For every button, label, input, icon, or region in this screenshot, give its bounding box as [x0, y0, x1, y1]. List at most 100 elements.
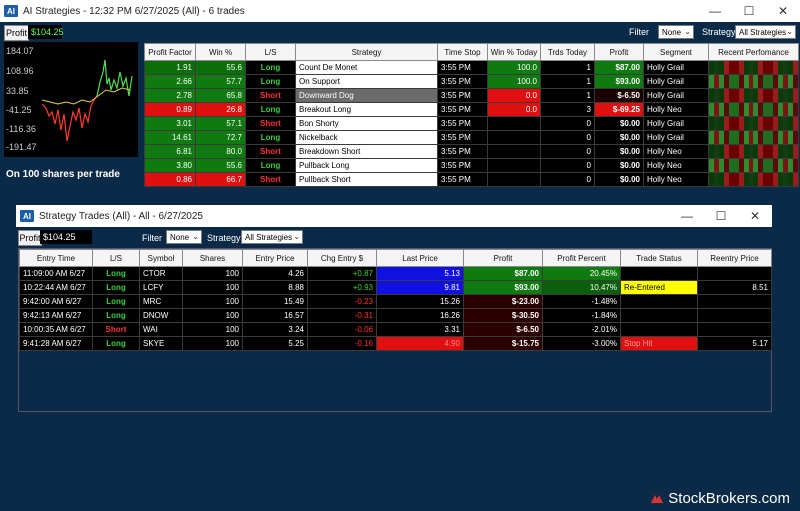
strategy-row[interactable]: 1.91 55.6 Long Count De Monet 3:55 PM 100.0 1 $… [144, 60, 799, 75]
strategy-row[interactable]: 3.80 55.6 Long Pullback Long 3:55 PM 0 $0.00 Ho… [144, 158, 799, 173]
col-reentry-price[interactable]: Reentry Price [697, 249, 772, 267]
strategy-name-cell[interactable]: Pullback Long [295, 158, 438, 173]
col-ls[interactable]: L/S [92, 249, 140, 267]
heatmap-cell [738, 89, 744, 102]
entry-price-cell: 5.25 [242, 336, 308, 351]
strategy-name-cell[interactable]: Bon Shorty [295, 116, 438, 131]
profit-percent-cell: 20.45% [542, 266, 621, 281]
col-trds-today[interactable]: Trds Today [540, 43, 595, 61]
ls-cell: Short [245, 88, 296, 103]
col-time-stop[interactable]: Time Stop [437, 43, 488, 61]
col-shares[interactable]: Shares [182, 249, 243, 267]
segment-cell: Holly Neo [643, 144, 709, 159]
profit-button[interactable]: Profit [4, 25, 29, 41]
trade-row[interactable]: 9:42:00 AM 6/27 Long MRC 100 15.49 -0.23 15.26… [19, 294, 772, 309]
trades-strategy-select[interactable]: All Strategies ⌄ [241, 230, 303, 244]
trds-today-cell: 0 [540, 144, 595, 159]
symbol-cell[interactable]: WAI [139, 322, 183, 337]
strategy-name-cell[interactable]: Downward Dog [295, 88, 438, 103]
trade-row[interactable]: 11:09:00 AM 6/27 Long CTOR 100 4.26 +0.87 5.13… [19, 266, 772, 281]
symbol-cell[interactable]: DNOW [139, 308, 183, 323]
strategy-row[interactable]: 2.66 57.7 Long On Support 3:55 PM 100.0 1 $93.0… [144, 74, 799, 89]
col-ls[interactable]: L/S [245, 43, 296, 61]
trades-profit-button[interactable]: Profit [18, 230, 42, 246]
chart-caption: On 100 shares per trade [6, 169, 120, 180]
symbol-cell[interactable]: SKYE [139, 336, 183, 351]
chevron-down-icon: ⌄ [293, 232, 300, 241]
col-strategy[interactable]: Strategy [295, 43, 438, 61]
trade-row[interactable]: 9:41:28 AM 6/27 Long SKYE 100 5.25 -0.16 4.90 $… [19, 336, 772, 351]
trades-profit-total: $104.25 [40, 230, 92, 244]
heatmap-cell [709, 103, 714, 116]
symbol-cell[interactable]: LCFY [139, 280, 183, 295]
col-segment[interactable]: Segment [643, 43, 709, 61]
strategy-row[interactable]: 0.86 66.7 Short Pullback Short 3:55 PM 0 $0.00… [144, 172, 799, 187]
profit-cell: $-6.50 [594, 88, 644, 103]
col-symbol[interactable]: Symbol [139, 249, 183, 267]
strategy-name-cell[interactable]: Count De Monet [295, 60, 438, 75]
strategy-name-cell[interactable]: Breakout Long [295, 102, 438, 117]
entry-price-cell: 15.49 [242, 294, 308, 309]
profit-factor-cell: 2.66 [144, 74, 196, 89]
col-profit-percent[interactable]: Profit Percent [542, 249, 621, 267]
symbol-cell[interactable]: MRC [139, 294, 183, 309]
heatmap-cell [728, 117, 734, 130]
trade-row[interactable]: 9:42:13 AM 6/27 Long DNOW 100 16.57 -0.31 16.2… [19, 308, 772, 323]
strategy-row[interactable]: 3.01 57.1 Short Bon Shorty 3:55 PM 0 $0.00 Holl… [144, 116, 799, 131]
strategy-name-cell[interactable]: Breakdown Short [295, 144, 438, 159]
heatmap-cell [778, 117, 784, 130]
ls-cell: Long [245, 158, 296, 173]
col-recent-perf[interactable]: Recent Perfomance [708, 43, 799, 61]
strategy-name-cell[interactable]: Nickelback [295, 130, 438, 145]
col-profit[interactable]: Profit [463, 249, 543, 267]
minimize-icon[interactable]: — [709, 4, 721, 18]
ai-strategies-titlebar[interactable]: AI AI Strategies - 12:32 PM 6/27/2025 (A… [0, 0, 800, 22]
profit-cell: $0.00 [594, 172, 644, 187]
col-trade-status[interactable]: Trade Status [620, 249, 698, 267]
heatmap-cell [733, 173, 739, 186]
close-icon[interactable]: ✕ [749, 209, 761, 223]
profit-cell: $0.00 [594, 144, 644, 159]
maximize-icon[interactable]: ☐ [743, 4, 755, 18]
strategy-select[interactable]: All Strategies ⌄ [735, 25, 796, 39]
close-icon[interactable]: ✕ [777, 4, 789, 18]
heatmap-cell [713, 117, 719, 130]
recent-performance-heatmap [708, 144, 799, 159]
win-pct-cell: 66.7 [195, 172, 246, 187]
minimize-icon[interactable]: — [681, 209, 693, 223]
col-profit-factor[interactable]: Profit Factor [144, 43, 196, 61]
heatmap-cell [718, 75, 724, 88]
strategy-name-cell[interactable]: On Support [295, 74, 438, 89]
col-win-pct[interactable]: Win % [195, 43, 246, 61]
strategy-trades-titlebar[interactable]: AI Strategy Trades (All) - All - 6/27/20… [16, 205, 772, 227]
entry-time-cell: 9:42:00 AM 6/27 [19, 294, 93, 309]
col-entry-price[interactable]: Entry Price [242, 249, 308, 267]
strategy-row[interactable]: 0.89 26.8 Long Breakout Long 3:55 PM 0.0 3 $-69… [144, 102, 799, 117]
strategy-row[interactable]: 6.81 80.0 Short Breakdown Short 3:55 PM 0 $0.0… [144, 144, 799, 159]
strategy-row[interactable]: 14.61 72.7 Long Nickelback 3:55 PM 0 $0.00 Holl… [144, 130, 799, 145]
heatmap-cell [713, 75, 719, 88]
symbol-cell[interactable]: CTOR [139, 266, 183, 281]
col-profit[interactable]: Profit [594, 43, 644, 61]
col-win-today[interactable]: Win % Today [487, 43, 541, 61]
col-entry-time[interactable]: Entry Time [19, 249, 93, 267]
trade-row[interactable]: 10:22:44 AM 6/27 Long LCFY 100 8.88 +0.93 9.81… [19, 280, 772, 295]
strategy-row[interactable]: 2.78 65.8 Short Downward Dog 3:55 PM 0.0 1 $-6.… [144, 88, 799, 103]
heatmap-cell [718, 61, 724, 74]
filter-select[interactable]: None ⌄ [658, 25, 694, 39]
maximize-icon[interactable]: ☐ [715, 209, 727, 223]
time-stop-cell: 3:55 PM [437, 74, 488, 89]
win-today-cell: 100.0 [487, 74, 541, 89]
heatmap-cell [753, 75, 759, 88]
trades-filter-select[interactable]: None ⌄ [166, 230, 202, 244]
win-pct-cell: 65.8 [195, 88, 246, 103]
profit-chart: 184.07 108.96 33.85 -41.25 -116.36 -191.… [4, 42, 138, 157]
strategy-name-cell[interactable]: Pullback Short [295, 172, 438, 187]
col-chg-entry[interactable]: Chg Entry $ [307, 249, 377, 267]
segment-cell: Holly Grail [643, 74, 709, 89]
trade-row[interactable]: 10:00:35 AM 6/27 Short WAI 100 3.24 -0.06 3.31… [19, 322, 772, 337]
col-last-price[interactable]: Last Price [376, 249, 464, 267]
chg-entry-cell: -0.16 [307, 336, 377, 351]
profit-factor-cell: 2.78 [144, 88, 196, 103]
heatmap-cell [792, 75, 798, 88]
